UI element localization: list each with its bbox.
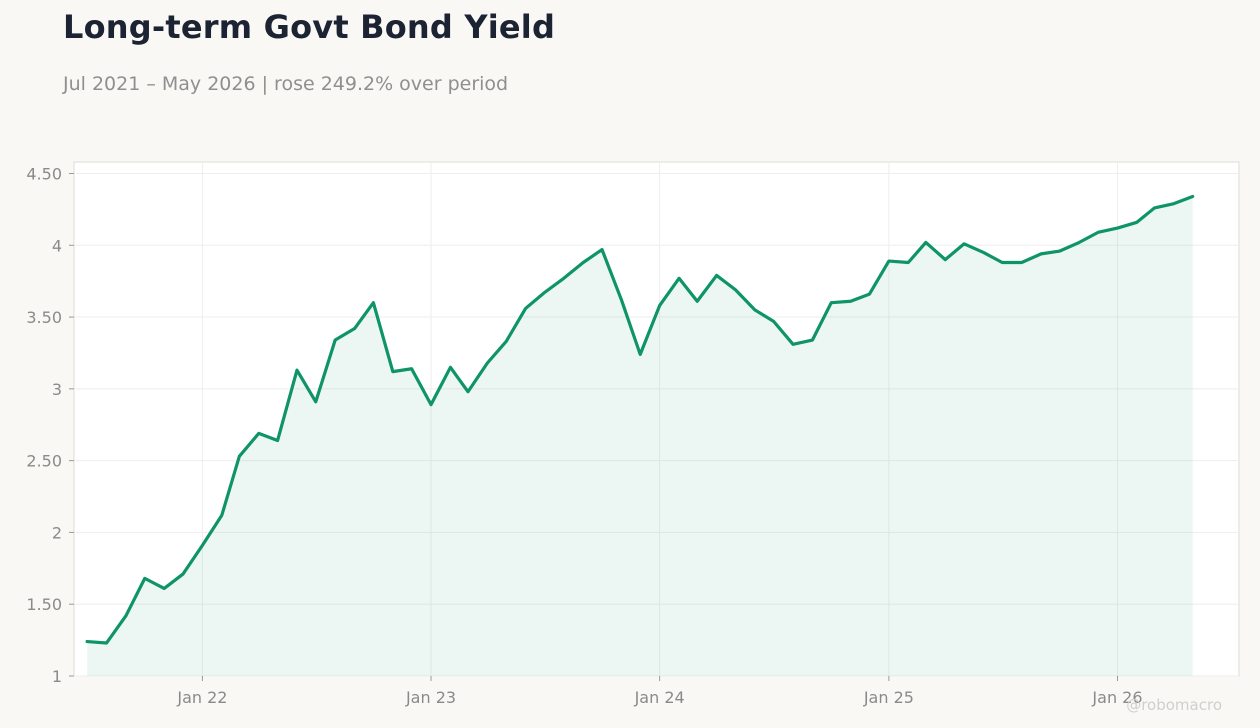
data-point xyxy=(867,292,871,296)
data-point xyxy=(600,248,604,252)
data-point xyxy=(1096,230,1100,234)
series-line xyxy=(85,194,1195,645)
data-point xyxy=(124,614,128,618)
data-point xyxy=(1172,202,1176,206)
data-point xyxy=(448,365,452,369)
chart-title: Long-term Govt Bond Yield xyxy=(63,8,556,46)
y-tick-label: 1 xyxy=(52,667,62,686)
y-tick-label: 4 xyxy=(52,236,62,255)
data-point xyxy=(906,261,910,265)
data-point xyxy=(581,261,585,265)
data-point xyxy=(772,319,776,323)
data-point xyxy=(677,276,681,280)
data-point xyxy=(276,439,280,443)
y-tick-label: 3.50 xyxy=(26,308,62,327)
watermark: @robomacro xyxy=(1126,696,1222,714)
data-point xyxy=(295,368,299,372)
data-point xyxy=(962,242,966,246)
chart-subtitle: Jul 2021 – May 2026 | rose 249.2% over p… xyxy=(63,73,509,95)
x-tick-label: Jan 26 xyxy=(1091,688,1142,707)
y-tick-label: 2 xyxy=(52,523,62,542)
x-tick-label: Jan 23 xyxy=(405,688,456,707)
data-point xyxy=(829,301,833,305)
data-point xyxy=(1077,240,1081,244)
data-point xyxy=(1191,194,1195,198)
data-point xyxy=(85,640,89,644)
data-point xyxy=(1058,249,1062,253)
data-point xyxy=(1039,252,1043,256)
data-point xyxy=(485,361,489,365)
x-tick-label: Jan 22 xyxy=(176,688,227,707)
y-tick-label: 3 xyxy=(52,380,62,399)
data-point xyxy=(237,454,241,458)
x-tick-label: Jan 25 xyxy=(863,688,914,707)
data-point xyxy=(810,338,814,342)
data-point xyxy=(542,291,546,295)
y-tick-label: 4.50 xyxy=(26,164,62,183)
data-point xyxy=(1020,261,1024,265)
data-point xyxy=(105,641,109,645)
data-point xyxy=(410,367,414,371)
data-point xyxy=(314,400,318,404)
data-point xyxy=(924,240,928,244)
data-point xyxy=(849,299,853,303)
data-point xyxy=(181,572,185,576)
plot-area xyxy=(73,161,1240,677)
data-point xyxy=(943,258,947,262)
data-point xyxy=(200,543,204,547)
data-point xyxy=(1000,261,1004,265)
data-point xyxy=(162,586,166,590)
data-point xyxy=(733,288,737,292)
data-point xyxy=(333,338,337,342)
x-tick-label: Jan 24 xyxy=(634,688,685,707)
data-point xyxy=(791,342,795,346)
grid-lines xyxy=(74,162,1239,677)
data-point xyxy=(1135,220,1139,224)
data-point xyxy=(466,390,470,394)
data-point xyxy=(887,259,891,263)
data-point xyxy=(658,304,662,308)
data-point xyxy=(638,352,642,356)
data-point xyxy=(753,308,757,312)
y-tick-label: 2.50 xyxy=(26,452,62,471)
data-point xyxy=(1152,206,1156,210)
axes: 1 1.50 2 2.50 3 3.50 4 4.50 Jan 22 Jan 23 Jan 24 Ja… xyxy=(26,164,1142,707)
data-point xyxy=(257,431,261,435)
data-point xyxy=(371,301,375,305)
data-point xyxy=(619,298,623,302)
data-point xyxy=(524,306,528,310)
data-point xyxy=(1115,226,1119,230)
data-point xyxy=(391,370,395,374)
data-point xyxy=(504,339,508,343)
data-point xyxy=(353,327,357,331)
data-point xyxy=(695,299,699,303)
data-point xyxy=(220,513,224,517)
data-point xyxy=(562,276,566,280)
data-point xyxy=(429,403,433,407)
data-point xyxy=(715,273,719,277)
data-point xyxy=(981,250,985,254)
y-tick-label: 1.50 xyxy=(26,595,62,614)
data-point xyxy=(143,576,147,580)
